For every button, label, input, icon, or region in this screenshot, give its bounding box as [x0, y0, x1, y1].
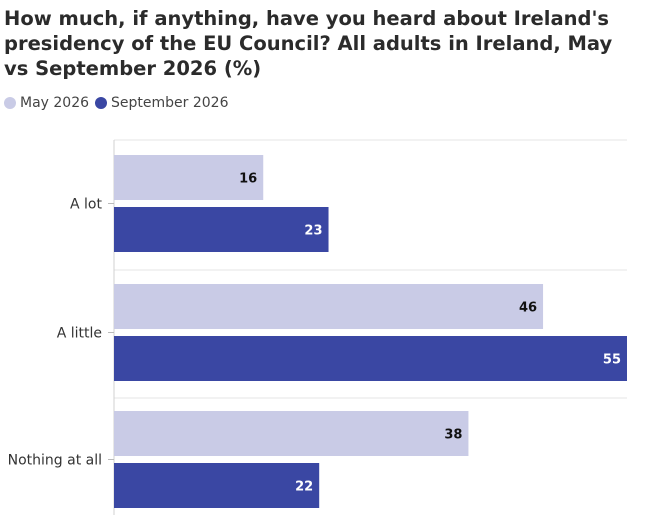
- bar-may-2026-1: [114, 284, 544, 329]
- chart-title: How much, if anything, have you heard ab…: [4, 7, 613, 80]
- value-label-september-2026-1: 55: [603, 353, 621, 368]
- category-label-1: A little: [57, 326, 102, 342]
- category-label-0: A lot: [70, 197, 102, 213]
- bar-september-2026-1: [114, 336, 627, 381]
- bar-may-2026-0: [114, 155, 264, 200]
- value-label-september-2026-2: 22: [295, 480, 313, 495]
- value-label-may-2026-2: 38: [444, 428, 462, 443]
- bar-september-2026-2: [114, 463, 320, 508]
- legend-swatch-september-2026: [95, 97, 108, 109]
- chart-legend: May 2026 September 2026: [4, 95, 235, 111]
- value-label-may-2026-0: 16: [239, 172, 257, 187]
- bar-may-2026-2: [114, 411, 469, 456]
- bar-september-2026-0: [114, 207, 329, 252]
- category-label-2: Nothing at all: [8, 453, 102, 469]
- legend-label-may-2026: May 2026: [20, 95, 90, 111]
- legend-item-september-2026: September 2026: [95, 95, 229, 111]
- value-label-september-2026-0: 23: [304, 224, 322, 239]
- legend-swatch-may-2026: [4, 97, 16, 109]
- legend-label-september-2026: September 2026: [111, 95, 229, 111]
- legend-item-may-2026: May 2026: [4, 95, 89, 111]
- value-label-may-2026-1: 46: [519, 301, 537, 316]
